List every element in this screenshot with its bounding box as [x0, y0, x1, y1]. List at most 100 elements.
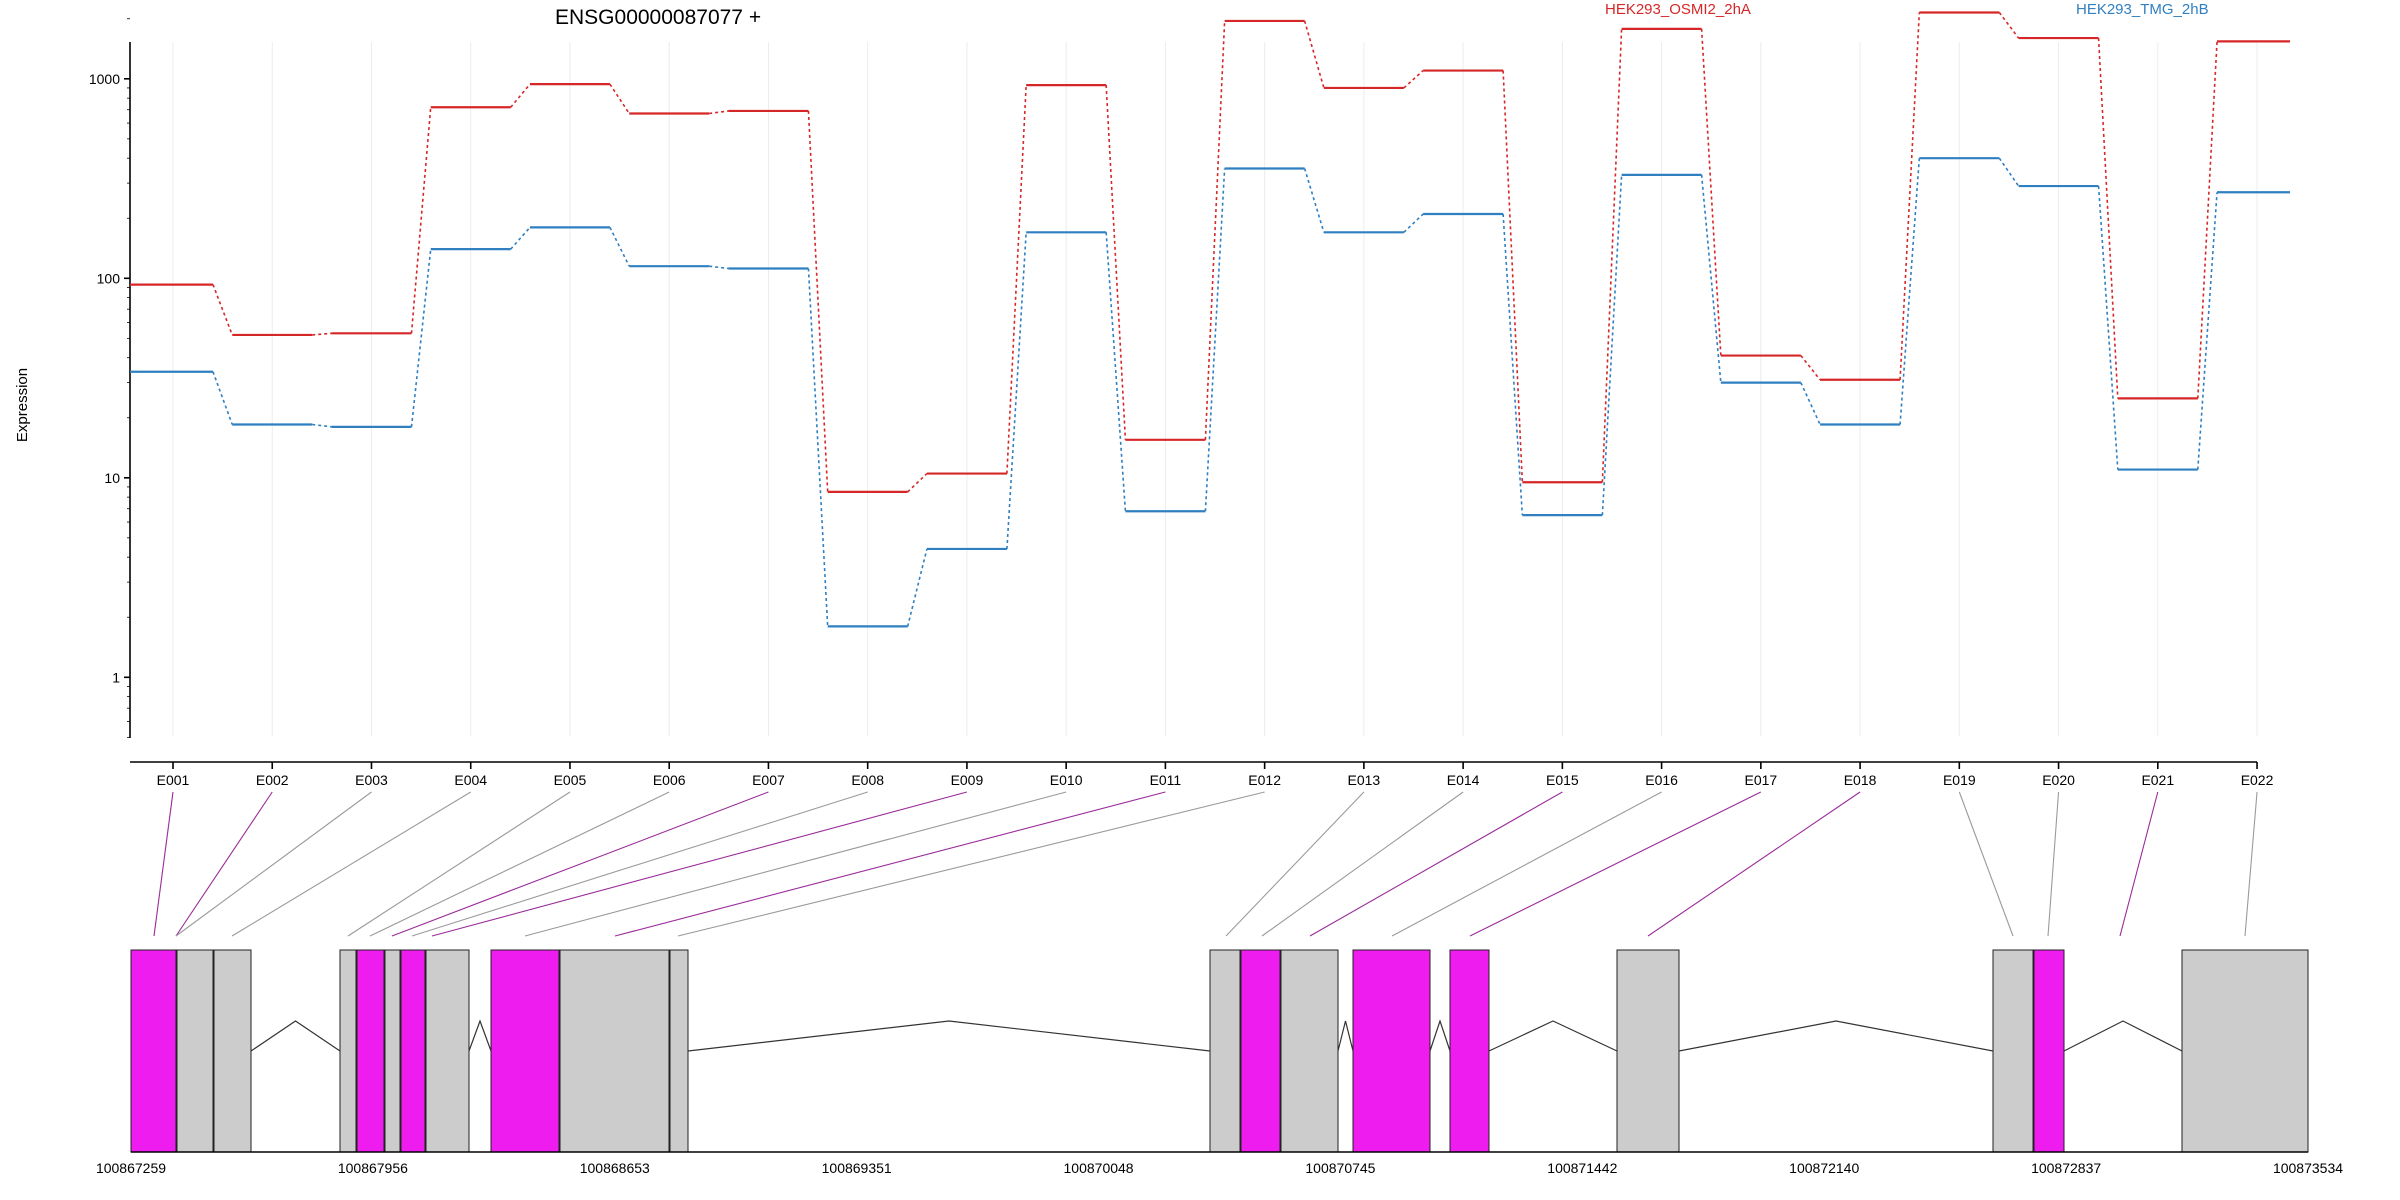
coord-label: 100868653	[580, 1160, 650, 1176]
exon-connector	[2119, 791, 2159, 937]
exon-connector	[1647, 791, 1861, 937]
intron-line	[687, 1020, 1211, 1052]
exon-block	[425, 949, 470, 1153]
exon-block	[2033, 949, 2065, 1153]
coord-label: 100869351	[822, 1160, 892, 1176]
intron-line	[1678, 1020, 1994, 1052]
coord-label: 100867259	[96, 1160, 166, 1176]
series-connector	[1204, 20, 1226, 440]
genomic-coordinate-axis: 100867259 100867956 100868653 100869351 1008…	[96, 1151, 2343, 1176]
gene-model	[130, 949, 2309, 1153]
series-connector	[410, 107, 432, 334]
intron-line	[468, 1019, 492, 1052]
series-connector	[1998, 157, 2020, 187]
exon-connector	[1958, 791, 2014, 937]
exon-block	[339, 949, 357, 1153]
series-connector	[2197, 41, 2218, 399]
exon-connector	[411, 791, 868, 937]
exon-connector	[1309, 791, 1563, 937]
exon-block	[400, 949, 426, 1153]
series-connector	[1899, 12, 1921, 380]
series-connector	[1204, 168, 1226, 512]
exon-connector	[1469, 791, 1762, 937]
exon-block	[2181, 949, 2309, 1153]
series-connector	[212, 371, 233, 425]
x-tick-label: E021	[2141, 772, 2174, 788]
exon-block	[384, 949, 401, 1153]
x-tick-label: E015	[1546, 772, 1579, 788]
series-connector	[1502, 70, 1524, 483]
series-connector	[709, 265, 729, 270]
exon-block	[1616, 949, 1680, 1153]
series-connector	[1601, 174, 1623, 516]
exon-block	[1449, 949, 1490, 1153]
series-connector	[1403, 69, 1424, 89]
series-connector	[1800, 355, 1821, 381]
x-tick-label: E012	[1248, 772, 1281, 788]
coord-label: 100867956	[338, 1160, 408, 1176]
series-connector	[1105, 232, 1127, 512]
exon-block	[669, 949, 689, 1153]
series-tmg	[130, 157, 2290, 628]
legend-entry-osmi2: HEK293_OSMI2_2hA	[1605, 1, 1751, 18]
series-connector	[709, 110, 729, 115]
y-tick-label: 1	[112, 669, 120, 685]
exon-connector	[153, 791, 174, 937]
series-connector	[212, 284, 233, 336]
exon-connector	[677, 791, 1265, 937]
series-lines	[130, 11, 2290, 628]
series-connector	[2097, 38, 2119, 399]
x-tick-label: E006	[653, 772, 686, 788]
series-connector	[609, 227, 630, 267]
coord-label: 100872837	[2031, 1160, 2101, 1176]
x-tick-label: E020	[2042, 772, 2075, 788]
intron-line	[1488, 1020, 1618, 1052]
exon-connector	[1391, 791, 1662, 937]
series-connector	[312, 423, 332, 428]
series-connector	[1303, 20, 1325, 89]
exon-connector	[347, 791, 571, 937]
exon-connector	[391, 791, 769, 937]
x-tick-label: E004	[454, 772, 487, 788]
series-connector	[1006, 85, 1027, 474]
x-tick-label: E022	[2241, 772, 2274, 788]
exon-connector	[175, 791, 372, 937]
series-connector	[1800, 382, 1821, 425]
exon-connector	[175, 791, 273, 937]
exon-block	[1280, 949, 1339, 1153]
exon-connector	[369, 791, 670, 937]
series-connector	[1700, 174, 1722, 383]
intron-line	[1429, 1019, 1451, 1052]
x-tick-label: E018	[1844, 772, 1877, 788]
exon-connector	[231, 791, 472, 937]
series-connector	[1403, 213, 1424, 233]
exon-block	[213, 949, 252, 1153]
vertical-gridlines	[172, 42, 2258, 736]
intron-line	[250, 1020, 341, 1052]
coord-label: 100872140	[1789, 1160, 1859, 1176]
intron-line	[1337, 1020, 1354, 1052]
x-tick-label: E007	[752, 772, 785, 788]
exon-connector	[614, 791, 1166, 937]
series-connector	[609, 83, 630, 114]
series-connector	[312, 332, 332, 336]
exon-block	[1992, 949, 2034, 1153]
exon-block	[176, 949, 214, 1153]
series-connector	[1998, 11, 2020, 39]
x-tick-label: E017	[1744, 772, 1777, 788]
x-axis: E001 E002 E003 E004 E005 E006 E007 E008 E009 E010…	[130, 761, 2274, 788]
coord-label: 100870745	[1305, 1160, 1375, 1176]
y-tick-label: 100	[97, 270, 121, 286]
exon-block	[1240, 949, 1281, 1153]
series-connector	[510, 226, 531, 250]
series-connector	[1700, 28, 1722, 356]
series-connector	[907, 472, 928, 493]
exon-connector	[431, 791, 968, 937]
coord-label: 100873534	[2273, 1160, 2343, 1176]
coord-label: 100871442	[1547, 1160, 1617, 1176]
legend-entry-tmg: HEK293_TMG_2hB	[2076, 1, 2209, 18]
series-connector	[410, 249, 432, 427]
x-tick-label: E013	[1348, 772, 1381, 788]
y-axis: 1 10 100 1000	[89, 18, 131, 738]
